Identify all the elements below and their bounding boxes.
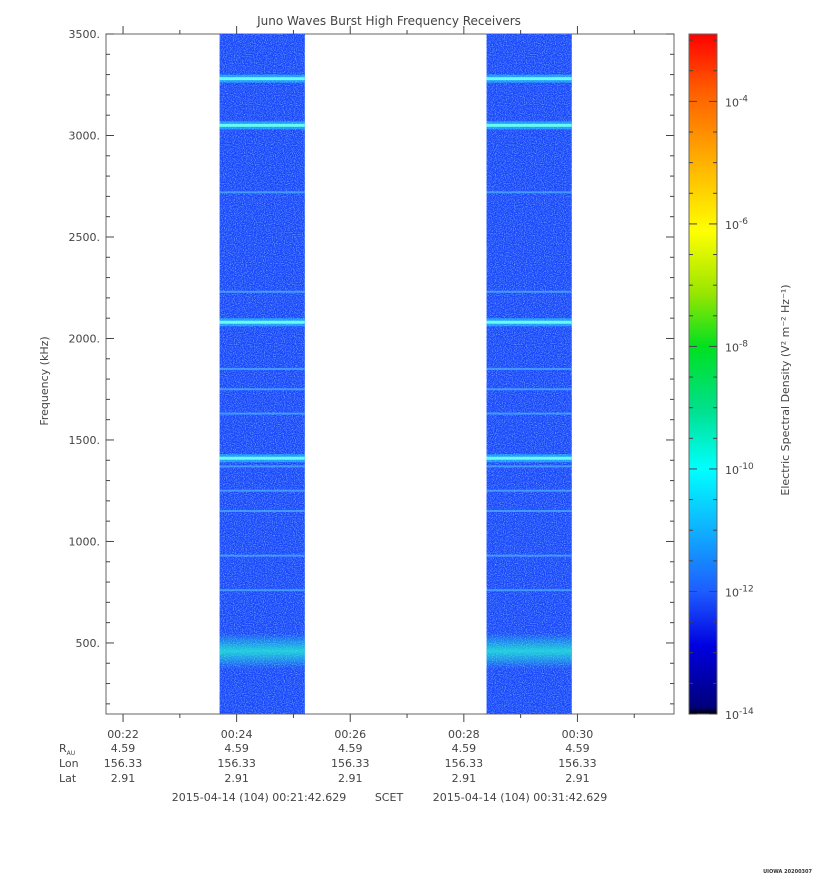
weak-emission-line (486, 191, 572, 194)
data-block-noise-dark (219, 34, 305, 714)
weak-emission-line (219, 489, 305, 492)
time-range-start: 2015-04-14 (104) 00:21:42.629 (172, 791, 346, 804)
data-blocks (219, 34, 572, 714)
emission-line (219, 123, 305, 127)
weak-emission-line (219, 554, 305, 557)
y-tick-label: 500. (76, 637, 101, 650)
weak-emission-line (219, 191, 305, 194)
x-axis: 00:22 00:24 00:26 00:28 00:30 (107, 26, 635, 741)
ephemeris-value: 2.91 (224, 772, 249, 785)
ephemeris-value: 4.59 (565, 742, 590, 755)
weak-emission-line (219, 589, 305, 592)
weak-emission-line (486, 589, 572, 592)
weak-emission-line (486, 388, 572, 391)
weak-emission-line (219, 465, 305, 468)
ephemeris-value: 2.91 (338, 772, 363, 785)
x-tick-label: 00:28 (448, 728, 480, 741)
y-tick-label: 1000. (69, 535, 101, 548)
weak-emission-line (486, 510, 572, 513)
emission-line (486, 77, 572, 81)
emission-line (219, 456, 305, 460)
time-range-end: 2015-04-14 (104) 00:31:42.629 (433, 791, 607, 804)
weak-emission-line (486, 489, 572, 492)
data-block-noise-dark (486, 34, 572, 714)
weak-emission-line (486, 412, 572, 415)
x-tick-label: 00:22 (107, 728, 139, 741)
colorbar-tick-label: 10-4 (725, 94, 748, 109)
ephemeris-value: 2.91 (111, 772, 136, 785)
emission-line (486, 456, 572, 460)
colorbar-tick-label: 10-8 (725, 339, 748, 354)
time-range-label: SCET (375, 791, 404, 804)
emission-band (486, 633, 572, 670)
ephemeris-value: 156.33 (445, 757, 484, 770)
data-block-1 (219, 34, 305, 714)
weak-emission-line (486, 367, 572, 370)
ephemeris-value: 4.59 (111, 742, 136, 755)
data-block-2 (486, 34, 572, 714)
ephemeris-table: RAU 4.59 4.59 4.59 4.59 4.59 Lon 156.33 156.33 15… (59, 742, 597, 785)
weak-emission-line (486, 290, 572, 293)
ephemeris-value: 156.33 (331, 757, 370, 770)
emission-line (486, 320, 572, 324)
emission-line (486, 123, 572, 127)
plot-area (105, 33, 675, 715)
weak-emission-line (486, 465, 572, 468)
y-tick-label: 3000. (69, 129, 101, 142)
ephemeris-value: 4.59 (452, 742, 477, 755)
ephemeris-row-label: RAU (59, 742, 75, 757)
weak-emission-line (219, 388, 305, 391)
ephemeris-value: 156.33 (217, 757, 256, 770)
weak-emission-line (219, 367, 305, 370)
emission-band (219, 633, 305, 670)
emission-line (219, 320, 305, 324)
emission-line (219, 77, 305, 81)
y-tick-label: 3500. (69, 28, 101, 41)
weak-emission-line (219, 510, 305, 513)
ephemeris-row-label: Lon (59, 757, 79, 770)
ephemeris-value: 4.59 (224, 742, 249, 755)
y-tick-label: 2000. (69, 332, 101, 345)
colorbar-tick-label: 10-12 (725, 584, 754, 599)
x-tick-label: 00:24 (221, 728, 253, 741)
ephemeris-value: 4.59 (338, 742, 363, 755)
ephemeris-value: 156.33 (104, 757, 143, 770)
ephemeris-row-label: Lat (59, 772, 77, 785)
colorbar-tick-label: 10-14 (725, 707, 754, 722)
y-axis: 500. 1000. 1500. 2000. 2500. 3000. 3500. (69, 28, 674, 705)
ephemeris-value: 156.33 (558, 757, 597, 770)
y-tick-label: 2500. (69, 231, 101, 244)
y-tick-label: 1500. (69, 434, 101, 447)
weak-emission-line (219, 412, 305, 415)
chart-title: Juno Waves Burst High Frequency Receiver… (256, 14, 521, 28)
weak-emission-line (219, 290, 305, 293)
ephemeris-value: 2.91 (452, 772, 477, 785)
colorbar-tick-label: 10-6 (725, 217, 748, 232)
colorbar-label: Electric Spectral Density (V² m⁻² Hz⁻¹) (779, 284, 792, 495)
footer-stamp: UIOWA 20200307 (763, 869, 812, 875)
ephemeris-value: 2.91 (565, 772, 590, 785)
x-tick-label: 00:30 (562, 728, 594, 741)
y-axis-label: Frequency (kHz) (38, 336, 51, 425)
weak-emission-line (486, 554, 572, 557)
x-tick-label: 00:26 (334, 728, 366, 741)
colorbar (688, 33, 718, 715)
colorbar-tick-label: 10-10 (725, 462, 754, 477)
